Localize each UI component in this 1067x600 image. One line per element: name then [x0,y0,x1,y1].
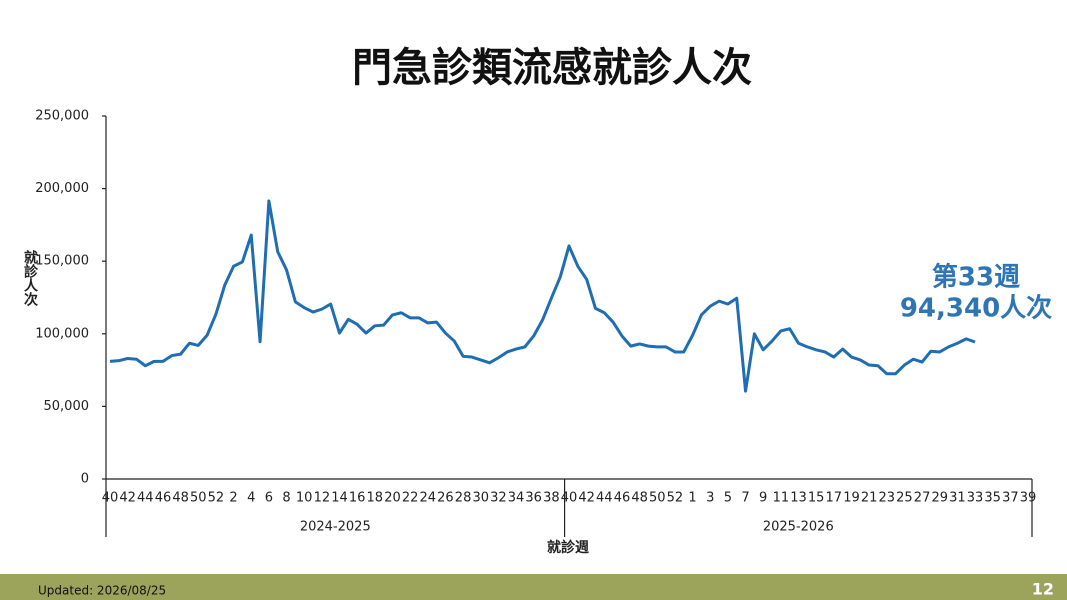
x-tick-label: 33 [967,491,984,506]
y-axis-label: 就診人次 [22,249,38,307]
x-tick-label: 50 [649,491,666,506]
y-tick-label: 250,000 [35,109,89,124]
x-tick-label: 46 [614,491,631,506]
x-tick-label: 26 [437,491,454,506]
x-tick-label: 16 [349,491,366,506]
x-tick-label: 48 [631,491,648,506]
x-tick-label: 39 [1020,491,1037,506]
y-tick-label: 200,000 [35,181,89,196]
x-tick-label: 28 [455,491,472,506]
x-tick-label: 36 [525,491,542,506]
x-tick-label: 25 [896,491,913,506]
x-tick-label: 14 [331,491,348,506]
x-tick-label: 37 [1002,491,1019,506]
annotation: 第33週 [932,262,1020,293]
updated-date: Updated: 2026/08/25 [38,584,166,598]
x-tick-label: 19 [843,491,860,506]
chart-title: 門急診類流感就診人次 [352,45,752,91]
x-tick-label: 40 [561,491,578,506]
x-tick-label: 4 [247,491,255,506]
x-tick-label: 13 [790,491,807,506]
x-tick-label: 7 [741,491,749,506]
x-tick-label: 15 [808,491,825,506]
x-tick-label: 52 [208,491,225,506]
data-line [109,199,976,393]
x-tick-label: 40 [102,491,119,506]
x-tick-label: 12 [314,491,331,506]
x-tick-label: 29 [931,491,948,506]
footer-band [0,574,1067,600]
x-tick-label: 42 [578,491,595,506]
y-tick-label: 0 [81,472,89,487]
x-tick-label: 52 [667,491,684,506]
y-tick-label: 150,000 [35,254,89,269]
x-tick-label: 27 [914,491,931,506]
x-tick-label: 32 [490,491,507,506]
x-tick-label: 9 [759,491,767,506]
x-tick-label: 46 [155,491,172,506]
x-tick-label: 10 [296,491,313,506]
x-tick-label: 22 [402,491,419,506]
x-tick-label: 3 [706,491,714,506]
x-tick-label: 1 [688,491,696,506]
x-tick-label: 34 [508,491,525,506]
annotation: 94,340人次 [900,294,1052,324]
group-label: 2024-2025 [300,520,371,535]
x-tick-label: 35 [984,491,1001,506]
y-tick-label: 50,000 [44,399,90,414]
x-tick-label: 11 [773,491,790,506]
x-tick-label: 42 [119,491,136,506]
page-number: 12 [1032,580,1054,599]
x-tick-label: 5 [724,491,732,506]
x-tick-label: 44 [596,491,613,506]
x-tick-label: 24 [419,491,436,506]
x-tick-label: 8 [282,491,290,506]
x-tick-label: 21 [861,491,878,506]
y-tick-label: 100,000 [35,326,89,341]
x-axis-label: 就診週 [547,539,589,556]
x-tick-label: 31 [949,491,966,506]
x-tick-label: 48 [172,491,189,506]
x-tick-label: 2 [229,491,237,506]
x-tick-label: 38 [543,491,560,506]
x-tick-label: 44 [137,491,154,506]
group-label: 2025-2026 [763,520,834,535]
x-tick-label: 18 [367,491,384,506]
x-tick-label: 6 [265,491,273,506]
x-tick-label: 23 [878,491,895,506]
x-tick-label: 30 [472,491,489,506]
x-tick-label: 17 [826,491,843,506]
x-tick-label: 20 [384,491,401,506]
x-tick-label: 50 [190,491,207,506]
